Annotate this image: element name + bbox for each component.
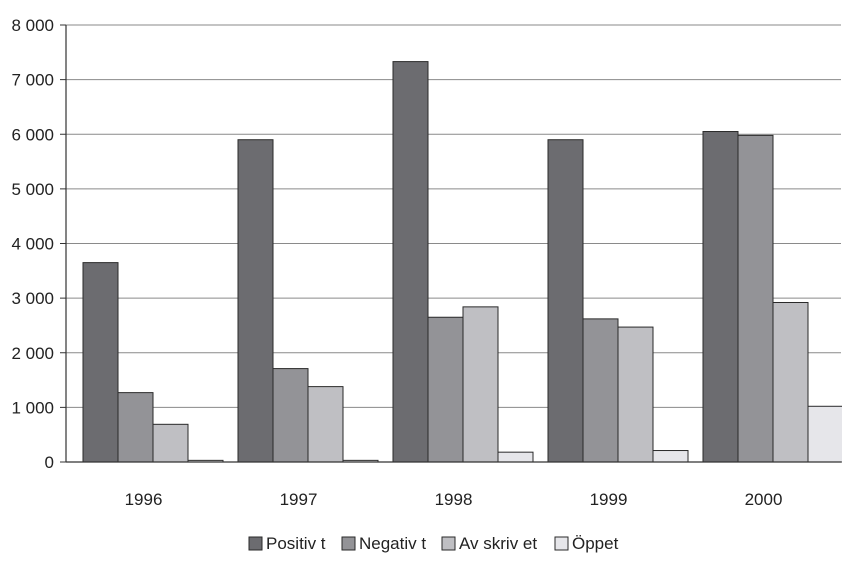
y-tick-label: 6 000 xyxy=(11,125,54,144)
bar-1999-3 xyxy=(617,326,654,463)
bar-1997-1 xyxy=(237,139,274,463)
bars xyxy=(82,61,842,463)
bar-1996-3 xyxy=(152,423,189,463)
legend-label: Positiv t xyxy=(266,534,326,553)
bar-2000-4 xyxy=(807,405,842,463)
bar-1996-2 xyxy=(117,392,154,463)
bar-2000-3 xyxy=(772,301,809,463)
y-tick-label: 1 000 xyxy=(11,398,54,417)
y-tick-label: 5 000 xyxy=(11,180,54,199)
x-tick-label: 2000 xyxy=(745,490,783,509)
bar-1997-2 xyxy=(272,368,309,463)
bar-2000-2 xyxy=(737,134,774,463)
y-tick-labels: 0 1 000 2 000 3 000 4 000 5 000 6 000 7 000 8 00… xyxy=(11,16,54,472)
bar-1999-2 xyxy=(582,318,619,463)
legend-label: Öppet xyxy=(572,534,619,553)
legend-swatch xyxy=(248,536,263,551)
legend: Positiv t Negativ t Av skriv et Öppet xyxy=(248,534,619,553)
x-tick-label: 1999 xyxy=(590,490,628,509)
y-tick-label: 7 000 xyxy=(11,71,54,90)
legend-swatch xyxy=(441,536,456,551)
x-tick-label: 1996 xyxy=(125,490,163,509)
y-tick-label: 4 000 xyxy=(11,235,54,254)
bar-1998-3 xyxy=(462,306,499,463)
bar-1997-3 xyxy=(307,386,344,463)
y-tick-label: 3 000 xyxy=(11,289,54,308)
legend-swatch xyxy=(554,536,569,551)
bar-1998-1 xyxy=(392,61,429,463)
axes xyxy=(60,24,841,463)
bar-1999-1 xyxy=(547,139,584,463)
y-tick-label: 2 000 xyxy=(11,344,54,363)
bar-2000-1 xyxy=(702,131,739,463)
gridlines xyxy=(66,24,841,408)
x-tick-label: 1998 xyxy=(435,490,473,509)
bar-1996-1 xyxy=(82,262,119,463)
y-tick-label: 8 000 xyxy=(11,16,54,35)
y-tick-label: 0 xyxy=(45,453,54,472)
legend-label: Av skriv et xyxy=(459,534,537,553)
x-tick-labels: 1996 1997 1998 1999 2000 xyxy=(125,490,783,509)
legend-swatch xyxy=(341,536,356,551)
bar-1999-4 xyxy=(652,450,689,463)
bar-1998-2 xyxy=(427,316,464,463)
legend-label: Negativ t xyxy=(359,534,426,553)
bar-1998-4 xyxy=(497,451,534,463)
x-tick-label: 1997 xyxy=(280,490,318,509)
